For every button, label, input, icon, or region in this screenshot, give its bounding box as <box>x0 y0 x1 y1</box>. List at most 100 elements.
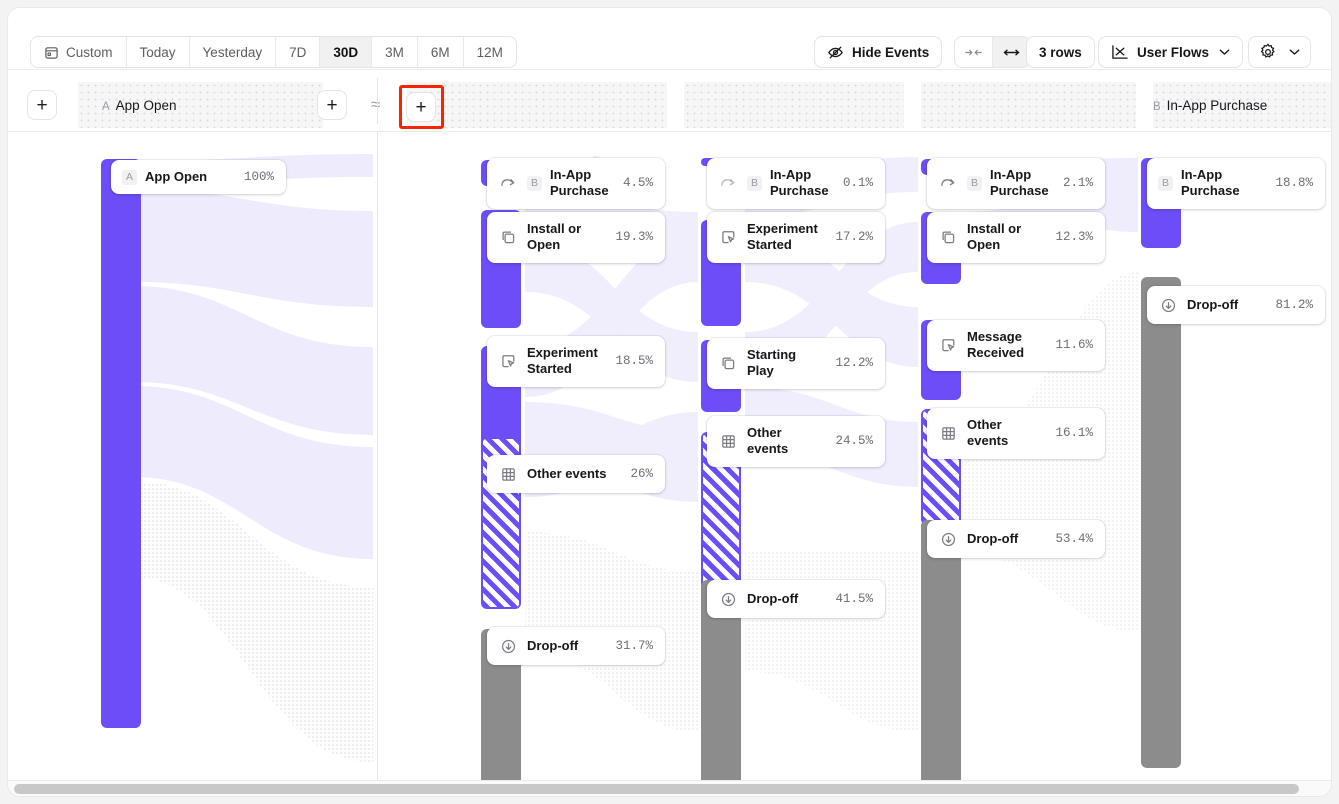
add-step-button-after-app-open[interactable]: + <box>317 90 347 120</box>
width-mode-selector[interactable] <box>954 36 1031 68</box>
node-c1-experiment-started[interactable]: Experiment Started 18.5% <box>487 336 665 387</box>
sankey-canvas[interactable]: A App Open 100% B In-App Purchase 4.5% I… <box>8 132 1331 780</box>
node-c2-starting-play[interactable]: Starting Play 12.2% <box>707 338 885 389</box>
node-value: 16.1% <box>1055 426 1093 441</box>
node-label: Drop-off <box>1187 296 1239 312</box>
node-c2-in-app-purchase[interactable]: B In-App Purchase 0.1% <box>707 158 885 209</box>
view-mode-dropdown[interactable]: User Flows <box>1098 36 1244 68</box>
hide-events-button[interactable]: Hide Events <box>814 36 943 68</box>
node-value: 11.6% <box>1055 338 1093 353</box>
down-circle-icon <box>938 529 958 549</box>
down-circle-icon <box>498 636 518 656</box>
toolbar: Custom Today Yesterday 7D 30D 3M 6M 12M … <box>8 8 1331 70</box>
copy-icon <box>718 353 738 373</box>
step-segment-3[interactable] <box>684 82 921 128</box>
range-custom[interactable]: Custom <box>31 37 127 67</box>
expand-width-button[interactable] <box>993 37 1030 67</box>
copy-icon <box>938 227 958 247</box>
node-app-open[interactable]: A App Open 100% <box>111 160 286 195</box>
horizontal-scrollbar-track[interactable] <box>8 780 1331 796</box>
node-label: Starting Play <box>747 347 797 379</box>
collapse-width-button[interactable] <box>955 37 993 67</box>
node-value: 26% <box>630 467 653 481</box>
node-c1-in-app-purchase[interactable]: B In-App Purchase 4.5% <box>487 158 665 209</box>
step-segment-2[interactable] <box>407 82 684 128</box>
step-segment-app-open-label: A App Open <box>102 97 177 113</box>
settings-dropdown[interactable] <box>1248 36 1311 68</box>
range-today[interactable]: Today <box>126 37 190 67</box>
jump-arrow-icon <box>938 173 958 193</box>
node-c2-other-events[interactable]: Other events 24.5% <box>707 416 885 467</box>
horizontal-scrollbar-thumb[interactable] <box>14 784 1299 794</box>
node-label: App Open <box>145 169 208 184</box>
node-label: Install or Open <box>967 221 1022 253</box>
node-bar-c4-drop-off[interactable] <box>1141 277 1181 768</box>
node-c2-experiment-started[interactable]: Experiment Started 17.2% <box>707 212 885 263</box>
range-3m[interactable]: 3M <box>372 37 418 67</box>
node-label: Drop-off <box>527 637 579 653</box>
view-mode-label: User Flows <box>1137 44 1210 60</box>
user-flows-app: Custom Today Yesterday 7D 30D 3M 6M 12M … <box>8 8 1331 796</box>
copy-icon <box>498 227 518 247</box>
node-value: 18.8% <box>1275 176 1313 191</box>
step-divider <box>377 78 378 124</box>
range-7d[interactable]: 7D <box>276 37 321 67</box>
flow-ribbons <box>133 154 1138 762</box>
node-value: 4.5% <box>622 176 653 191</box>
node-label: Other events <box>747 425 789 457</box>
add-step-button-start[interactable]: + <box>27 90 57 120</box>
node-value: 17.2% <box>835 230 873 245</box>
grid-icon <box>498 464 518 484</box>
node-c4-in-app-purchase[interactable]: B In-App Purchase 18.8% <box>1147 158 1325 209</box>
grid-icon <box>718 431 738 451</box>
node-c3-install-or-open[interactable]: Install or Open 12.3% <box>927 212 1105 263</box>
rows-button[interactable]: 3 rows <box>1026 36 1095 68</box>
gear-icon <box>1259 43 1277 61</box>
calendar-icon <box>44 45 59 60</box>
node-c3-message-received[interactable]: Message Received 11.6% <box>927 320 1105 371</box>
chevron-down-icon <box>1289 48 1300 56</box>
down-circle-icon <box>718 589 738 609</box>
node-badge: B <box>747 175 763 191</box>
step-segment-4[interactable] <box>921 82 1153 128</box>
node-c1-install-or-open[interactable]: Install or Open 19.3% <box>487 212 665 263</box>
cursor-box-icon <box>938 335 958 355</box>
node-label: Other events <box>967 417 1009 449</box>
node-c2-drop-off[interactable]: Drop-off 41.5% <box>707 580 885 618</box>
step-segment-in-app-purchase[interactable]: B In-App Purchase <box>1153 82 1331 128</box>
node-label: Experiment Started <box>527 345 598 377</box>
canvas-divider <box>377 132 378 780</box>
node-value: 53.4% <box>1055 532 1093 546</box>
eye-off-icon <box>827 44 844 61</box>
node-label: In-App Purchase <box>990 167 1049 199</box>
node-c4-drop-off[interactable]: Drop-off 81.2% <box>1147 286 1325 324</box>
node-label: In-App Purchase <box>1181 167 1240 199</box>
range-12m[interactable]: 12M <box>463 37 516 67</box>
node-value: 19.3% <box>615 230 653 245</box>
node-c3-other-events[interactable]: Other events 16.1% <box>927 408 1105 459</box>
flow-chart-icon <box>1111 44 1129 60</box>
step-segment-app-open[interactable]: A App Open <box>78 82 340 128</box>
node-badge: B <box>967 175 983 191</box>
node-value: 2.1% <box>1062 176 1093 191</box>
node-badge: B <box>527 175 543 191</box>
node-c1-drop-off[interactable]: Drop-off 31.7% <box>487 627 665 665</box>
node-c1-other-events[interactable]: Other events 26% <box>487 455 665 493</box>
range-30d[interactable]: 30D <box>320 37 373 67</box>
step-badge-b: B <box>1153 100 1161 113</box>
date-range-selector[interactable]: Custom Today Yesterday 7D 30D 3M 6M 12M <box>30 36 517 68</box>
jump-arrow-icon <box>718 173 738 193</box>
step-badge-a: A <box>102 100 110 113</box>
node-value: 24.5% <box>835 434 873 449</box>
node-bar-c3-drop-off[interactable] <box>921 520 961 780</box>
node-bar-app-open[interactable] <box>101 159 141 728</box>
node-c3-in-app-purchase[interactable]: B In-App Purchase 2.1% <box>927 158 1105 209</box>
add-step-button-highlighted[interactable]: + <box>406 92 436 122</box>
node-label: Drop-off <box>967 530 1019 546</box>
cursor-box-icon <box>718 227 738 247</box>
range-yesterday[interactable]: Yesterday <box>189 37 277 67</box>
range-6m[interactable]: 6M <box>417 37 464 67</box>
node-c3-drop-off[interactable]: Drop-off 53.4% <box>927 520 1105 558</box>
node-value: 12.3% <box>1055 230 1093 245</box>
node-value: 81.2% <box>1275 298 1313 312</box>
